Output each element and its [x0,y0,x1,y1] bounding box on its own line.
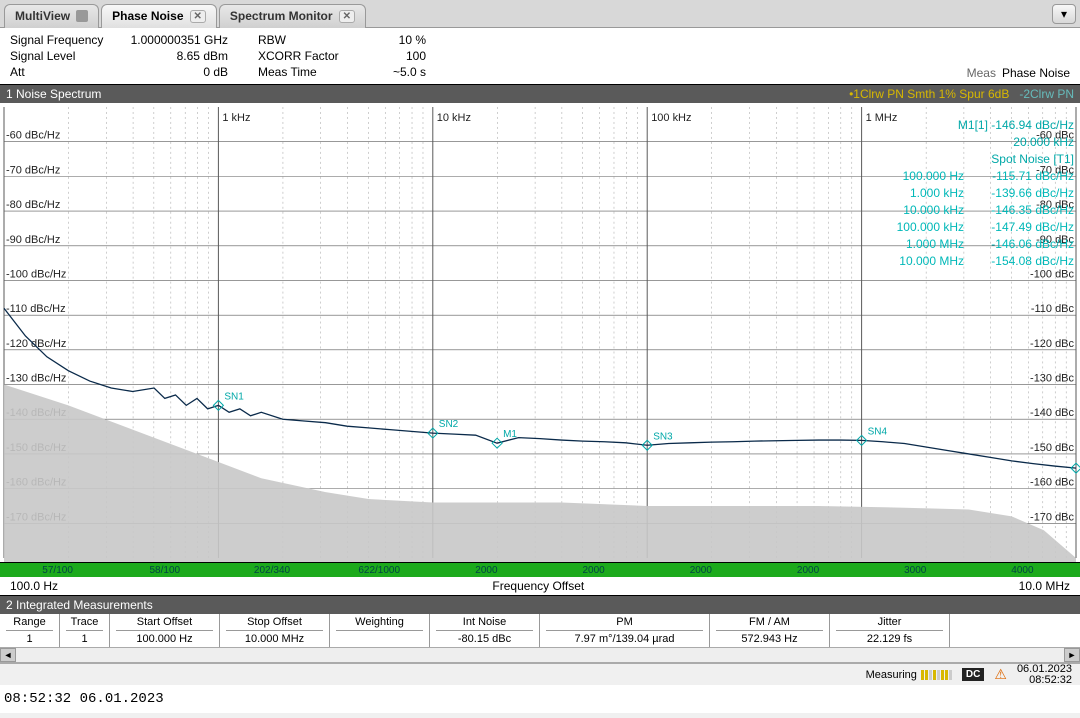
svg-text:-130 dBc/Hz: -130 dBc/Hz [6,373,66,385]
svg-text:-120 dBc: -120 dBc [1030,338,1074,350]
svg-text:10 kHz: 10 kHz [437,112,471,124]
svg-text:-170 dBc: -170 dBc [1030,511,1074,523]
svg-text:SN4: SN4 [868,426,888,437]
chart-title: 1 Noise Spectrum [6,87,101,101]
svg-text:-100 dBc: -100 dBc [1030,268,1074,280]
footer-timestamp: 08:52:32 06.01.2023 [0,685,1080,713]
meas-badge: Meas Phase Noise [967,66,1070,80]
hazard-icon: ⚠ [994,666,1007,683]
scroll-right-icon[interactable]: ► [1064,648,1080,662]
svg-text:100 kHz: 100 kHz [651,112,691,124]
tab-dropdown[interactable]: ▾ [1052,4,1076,24]
tab-label: Spectrum Monitor [230,9,333,23]
progress-bar: 57/10058/100202/340622/10002000200020002… [0,563,1080,577]
parameter-panel: Signal Frequency 1.000000351 GHz Signal L… [0,28,1080,85]
integrated-header: 2 Integrated Measurements [0,596,1080,614]
svg-text:-70 dBc/Hz: -70 dBc/Hz [6,164,60,176]
svg-text:-80 dBc/Hz: -80 dBc/Hz [6,199,60,211]
status-bar: Measuring DC ⚠ 06.01.2023 08:52:32 [0,663,1080,685]
svg-text:-110 dBc/Hz: -110 dBc/Hz [6,303,66,315]
tab-phase-noise[interactable]: Phase Noise ✕ [101,4,217,28]
tab-label: Phase Noise [112,9,183,23]
param-value: 0 dB [128,64,228,80]
param-value: ~5.0 s [376,64,426,80]
tab-bar: MultiView Phase Noise ✕ Spectrum Monitor… [0,0,1080,28]
svg-text:-60 dBc/Hz: -60 dBc/Hz [6,130,60,142]
trace-info-2: -2Clrw PN [1019,87,1074,101]
param-value: 1.000000351 GHz [128,32,228,48]
svg-text:SN3: SN3 [653,431,673,442]
svg-text:SN2: SN2 [439,419,459,430]
svg-text:-130 dBc: -130 dBc [1030,373,1074,385]
svg-text:-100 dBc/Hz: -100 dBc/Hz [6,268,66,280]
svg-text:SN1: SN1 [224,391,244,402]
x-start: 100.0 Hz [10,579,58,593]
svg-text:M1: M1 [503,429,517,440]
chart-header: 1 Noise Spectrum •1Clrw PN Smth 1% Spur … [0,85,1080,103]
tab-multiview[interactable]: MultiView [4,4,99,28]
trace-info-1: •1Clrw PN Smth 1% Spur 6dB [849,87,1009,101]
phase-noise-chart[interactable]: -60 dBc/Hz-60 dBc-70 dBc/Hz-70 dBc-80 dB… [0,103,1080,563]
marker-overlay: M1[1] -146.94 dBc/Hz 20.000 kHz Spot Noi… [874,117,1074,270]
scroll-left-icon[interactable]: ◄ [0,648,16,662]
meter-icon [921,670,952,680]
param-label: Signal Level [10,48,120,64]
integrated-table: Range1Trace1Start Offset100.000 HzStop O… [0,614,1080,647]
scroll-track[interactable] [16,648,1064,662]
param-label: RBW [258,32,368,48]
svg-text:1 kHz: 1 kHz [222,112,250,124]
svg-text:-120 dBc/Hz: -120 dBc/Hz [6,338,66,350]
status-time: 08:52:32 [1017,675,1072,686]
dc-icon: DC [962,668,984,681]
svg-text:-160 dBc: -160 dBc [1030,477,1074,489]
horizontal-scrollbar[interactable]: ◄ ► [0,647,1080,663]
x-label: Frequency Offset [58,579,1019,593]
param-value: 8.65 dBm [128,48,228,64]
close-icon[interactable]: ✕ [190,10,206,23]
svg-text:-110 dBc: -110 dBc [1031,303,1075,315]
svg-text:-140 dBc: -140 dBc [1030,407,1074,419]
svg-text:-150 dBc: -150 dBc [1030,442,1074,454]
close-icon[interactable]: ✕ [339,10,355,23]
status-date: 06.01.2023 [1017,664,1072,675]
param-label: XCORR Factor [258,48,368,64]
tab-spectrum-monitor[interactable]: Spectrum Monitor ✕ [219,4,366,28]
axis-footer: 100.0 Hz Frequency Offset 10.0 MHz [0,577,1080,596]
param-value: 10 % [376,32,426,48]
param-value: 100 [376,48,426,64]
status-measuring: Measuring [866,669,952,681]
tab-label: MultiView [15,9,70,23]
param-label: Att [10,64,120,80]
param-label: Meas Time [258,64,368,80]
svg-text:-90 dBc/Hz: -90 dBc/Hz [6,234,60,246]
multiview-icon [76,10,88,22]
x-end: 10.0 MHz [1019,579,1070,593]
param-label: Signal Frequency [10,32,120,48]
